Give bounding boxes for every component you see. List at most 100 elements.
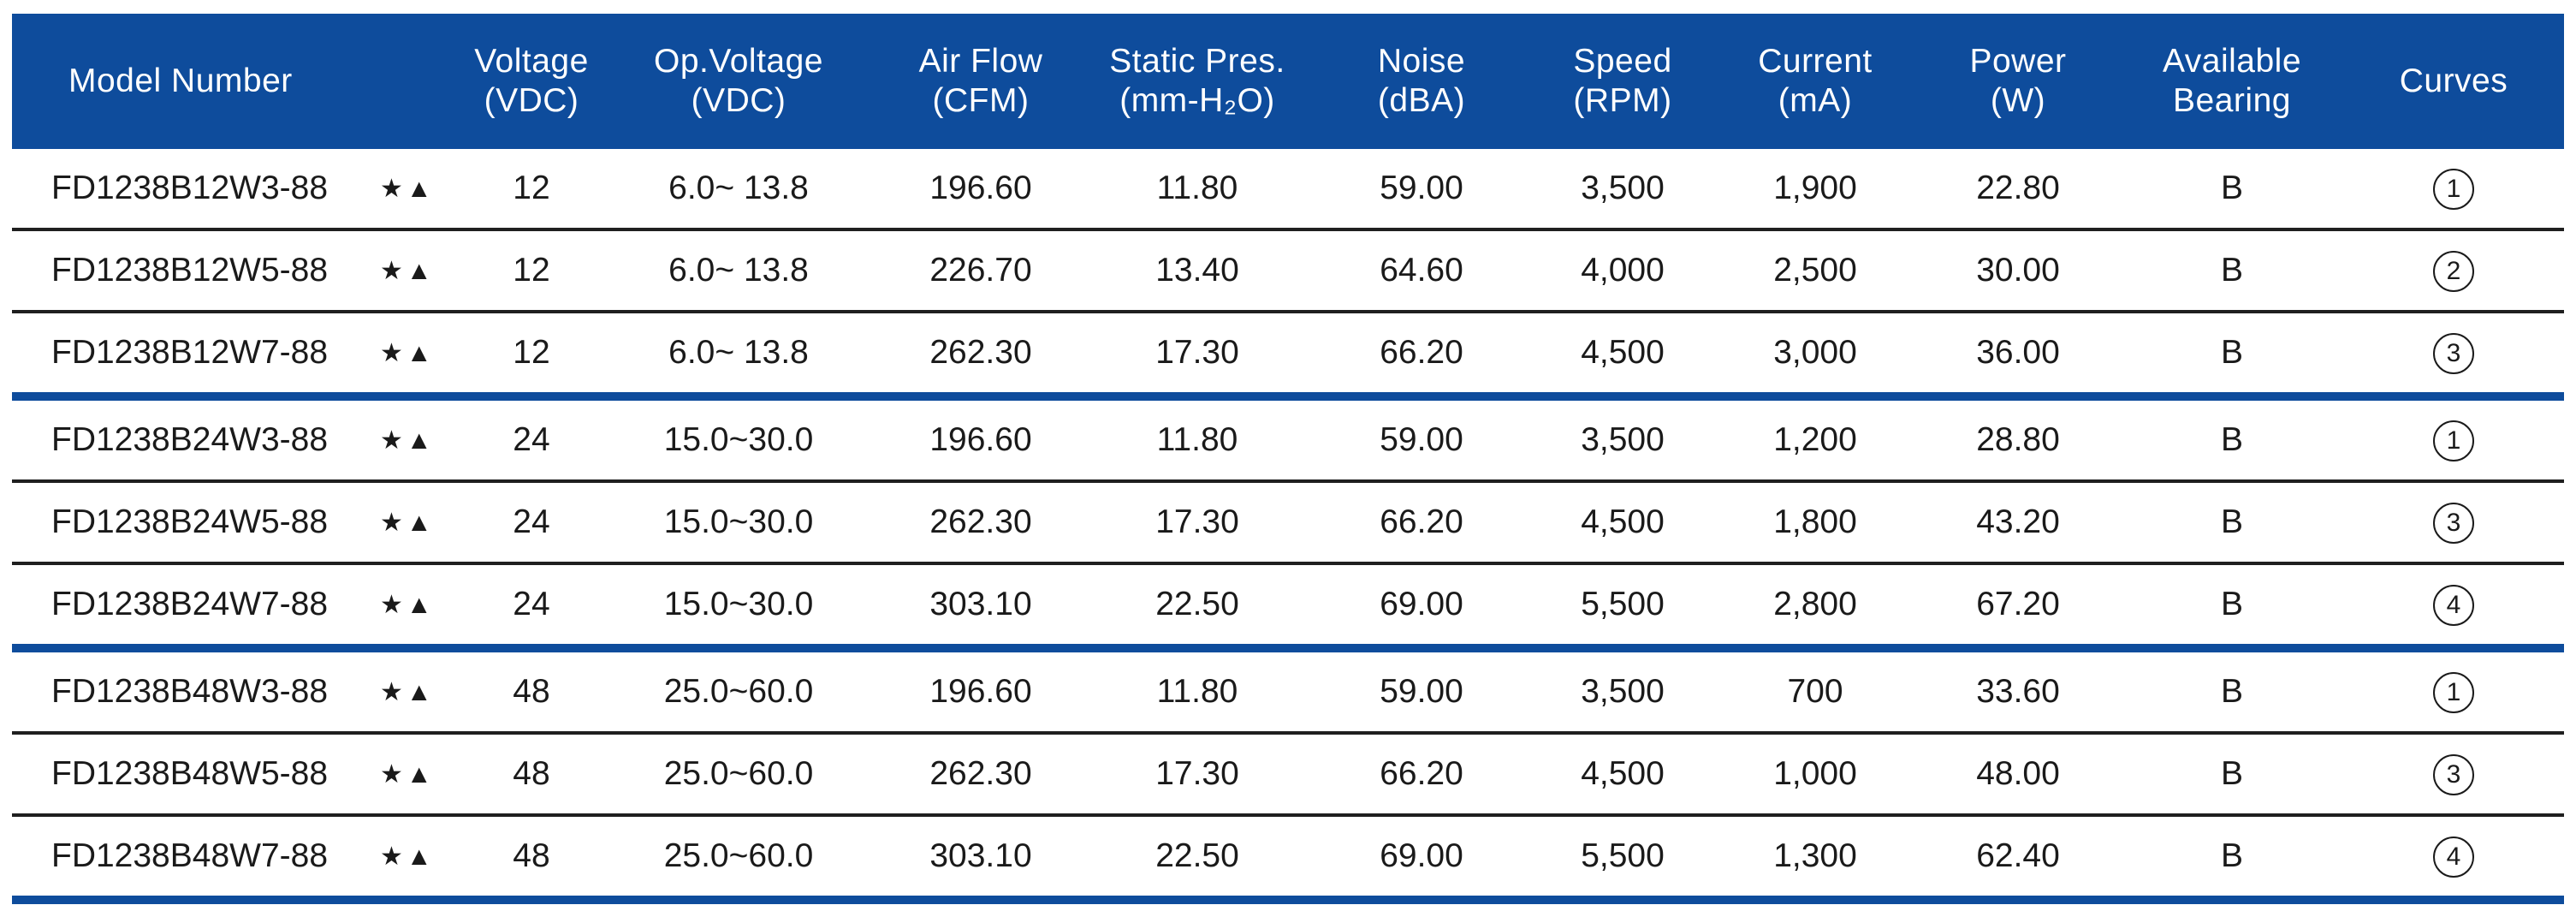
cell-power: 62.40 [1915, 815, 2121, 904]
cell-marks: ★▲ [380, 733, 466, 817]
cell-op-voltage: 25.0~60.0 [597, 815, 880, 904]
curve-number-badge: 1 [2433, 420, 2474, 461]
table-row: FD1238B24W3-88 ★▲ 24 15.0~30.0 196.60 11.80 59… [12, 396, 2564, 483]
cell-airflow: 196.60 [880, 396, 1082, 483]
cell-bearing: B [2121, 815, 2343, 904]
header-curves: Curves [2399, 63, 2508, 99]
cell-op-voltage: 6.0~ 13.8 [597, 312, 880, 401]
cell-model: FD1238B12W5-88 [12, 229, 380, 313]
table-row: FD1238B12W7-88 ★▲ 12 6.0~ 13.8 262.30 17.30 66… [12, 312, 2564, 401]
cell-static-pres: 11.80 [1082, 396, 1313, 483]
curve-number-badge: 1 [2433, 168, 2474, 210]
table-row: FD1238B24W5-88 ★▲ 24 15.0~30.0 262.30 17.30 66… [12, 481, 2564, 565]
cell-current: 3,000 [1715, 312, 1915, 401]
cell-current: 1,000 [1715, 733, 1915, 817]
cell-op-voltage: 6.0~ 13.8 [597, 149, 880, 231]
cell-model: FD1238B24W3-88 [12, 396, 380, 483]
cell-speed: 4,500 [1530, 733, 1715, 817]
cell-power: 48.00 [1915, 733, 2121, 817]
cell-curve: 4 [2343, 563, 2564, 652]
cell-marks: ★▲ [380, 563, 466, 652]
cell-bearing: B [2121, 648, 2343, 735]
cell-curve: 1 [2343, 648, 2564, 735]
curve-number-badge: 4 [2433, 584, 2474, 626]
cell-op-voltage: 15.0~30.0 [597, 481, 880, 565]
header-airflow: Air Flow (CFM) [918, 43, 1043, 119]
table-row: FD1238B12W3-88 ★▲ 12 6.0~ 13.8 196.60 11.80 59… [12, 149, 2564, 231]
cell-airflow: 303.10 [880, 815, 1082, 904]
cell-marks: ★▲ [380, 481, 466, 565]
header-power: Power (W) [1969, 43, 2067, 119]
cell-airflow: 262.30 [880, 481, 1082, 565]
cell-op-voltage: 15.0~30.0 [597, 396, 880, 483]
cell-speed: 3,500 [1530, 648, 1715, 735]
cell-airflow: 262.30 [880, 312, 1082, 401]
cell-current: 1,300 [1715, 815, 1915, 904]
cell-model: FD1238B48W7-88 [12, 815, 380, 904]
cell-noise: 66.20 [1313, 733, 1530, 817]
table-row: FD1238B24W7-88 ★▲ 24 15.0~30.0 303.10 22.50 69… [12, 563, 2564, 652]
curve-number-badge: 3 [2433, 332, 2474, 374]
cell-airflow: 196.60 [880, 149, 1082, 231]
cell-power: 33.60 [1915, 648, 2121, 735]
cell-current: 1,800 [1715, 481, 1915, 565]
cell-marks: ★▲ [380, 149, 466, 231]
cell-voltage: 24 [466, 481, 597, 565]
cell-curve: 2 [2343, 229, 2564, 313]
cell-speed: 3,500 [1530, 149, 1715, 231]
cell-marks: ★▲ [380, 648, 466, 735]
curve-number-badge: 2 [2433, 250, 2474, 292]
cell-op-voltage: 25.0~60.0 [597, 733, 880, 817]
cell-voltage: 24 [466, 396, 597, 483]
cell-static-pres: 22.50 [1082, 815, 1313, 904]
cell-bearing: B [2121, 229, 2343, 313]
cell-voltage: 12 [466, 312, 597, 401]
header-op-voltage: Op.Voltage (VDC) [654, 43, 823, 119]
cell-airflow: 262.30 [880, 733, 1082, 817]
cell-speed: 4,500 [1530, 481, 1715, 565]
cell-voltage: 12 [466, 149, 597, 231]
cell-static-pres: 13.40 [1082, 229, 1313, 313]
cell-current: 700 [1715, 648, 1915, 735]
cell-noise: 69.00 [1313, 563, 1530, 652]
cell-speed: 3,500 [1530, 396, 1715, 483]
cell-bearing: B [2121, 733, 2343, 817]
cell-bearing: B [2121, 396, 2343, 483]
table-row: FD1238B48W3-88 ★▲ 48 25.0~60.0 196.60 11.80 59… [12, 648, 2564, 735]
cell-noise: 59.00 [1313, 648, 1530, 735]
cell-speed: 5,500 [1530, 815, 1715, 904]
header-noise: Noise (dBA) [1377, 43, 1466, 119]
cell-noise: 59.00 [1313, 149, 1530, 231]
cell-voltage: 12 [466, 229, 597, 313]
cell-curve: 1 [2343, 149, 2564, 231]
cell-airflow: 226.70 [880, 229, 1082, 313]
header-voltage: Voltage (VDC) [474, 43, 589, 119]
curve-number-badge: 4 [2433, 836, 2474, 878]
cell-noise: 69.00 [1313, 815, 1530, 904]
cell-speed: 4,500 [1530, 312, 1715, 401]
cell-static-pres: 17.30 [1082, 312, 1313, 401]
header-current: Current (mA) [1758, 43, 1873, 119]
table-row: FD1238B12W5-88 ★▲ 12 6.0~ 13.8 226.70 13.40 64… [12, 229, 2564, 313]
cell-curve: 4 [2343, 815, 2564, 904]
cell-speed: 5,500 [1530, 563, 1715, 652]
table-row: FD1238B48W5-88 ★▲ 48 25.0~60.0 262.30 17.30 66… [12, 733, 2564, 817]
cell-bearing: B [2121, 149, 2343, 231]
cell-power: 28.80 [1915, 396, 2121, 483]
table-row: FD1238B48W7-88 ★▲ 48 25.0~60.0 303.10 22.50 69… [12, 815, 2564, 904]
fan-spec-table: Model Number Voltage (VDC) Op.Voltage (VDC… [12, 14, 2564, 904]
cell-noise: 59.00 [1313, 396, 1530, 483]
cell-power: 43.20 [1915, 481, 2121, 565]
cell-power: 67.20 [1915, 563, 2121, 652]
cell-model: FD1238B48W3-88 [12, 648, 380, 735]
cell-bearing: B [2121, 312, 2343, 401]
cell-voltage: 48 [466, 733, 597, 817]
cell-op-voltage: 25.0~60.0 [597, 648, 880, 735]
cell-static-pres: 11.80 [1082, 149, 1313, 231]
cell-voltage: 48 [466, 648, 597, 735]
cell-model: FD1238B24W7-88 [12, 563, 380, 652]
header-bearing: Available Bearing [2162, 43, 2302, 119]
cell-current: 2,500 [1715, 229, 1915, 313]
curve-number-badge: 3 [2433, 502, 2474, 544]
cell-static-pres: 11.80 [1082, 648, 1313, 735]
